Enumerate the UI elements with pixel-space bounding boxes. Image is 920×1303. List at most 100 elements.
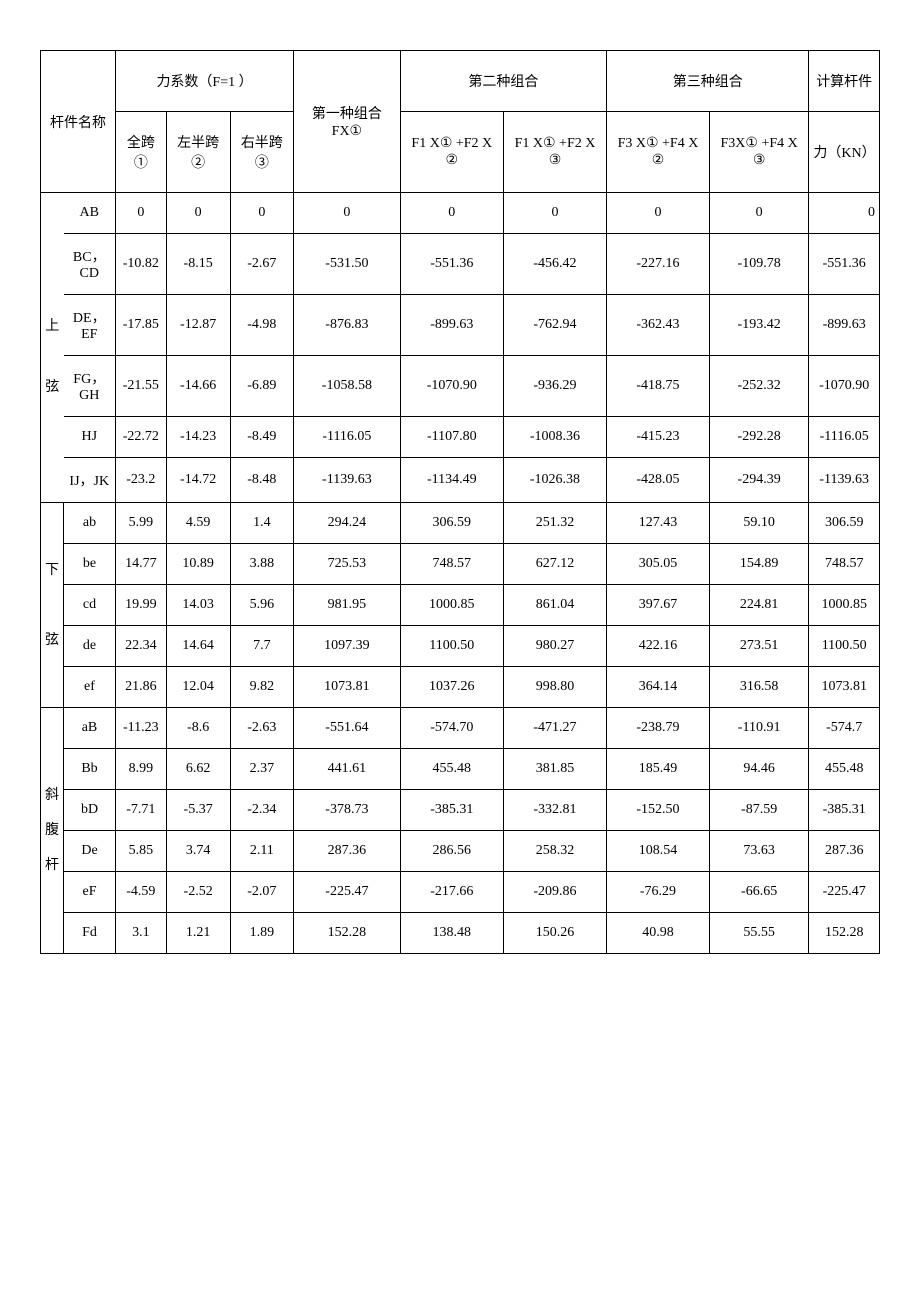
diag-label-text: 斜腹杆 [45,788,59,873]
cell: 998.80 [503,667,606,708]
table-row: AB 0 0 0 0 0 0 0 0 0 [41,193,880,234]
cell: 6.62 [166,749,230,790]
cell: -294.39 [709,458,809,503]
cell: 0 [709,193,809,234]
row-name: be [64,544,116,585]
cell: 4.59 [166,503,230,544]
cell: -4.98 [230,295,294,356]
cell: 306.59 [400,503,503,544]
cell: 287.36 [294,831,401,872]
right-half-header: 右半跨③ [230,112,294,193]
cell: -418.75 [607,356,710,417]
cell: 5.85 [116,831,167,872]
cell: 316.58 [709,667,809,708]
group-label-chord: 弦 [41,356,64,417]
cell: 59.10 [709,503,809,544]
cell: -238.79 [607,708,710,749]
cell: 0 [166,193,230,234]
cell: -227.16 [607,234,710,295]
cell: -109.78 [709,234,809,295]
cell: 981.95 [294,585,401,626]
cell: 3.88 [230,544,294,585]
cell: 19.99 [116,585,167,626]
cell: 294.24 [294,503,401,544]
table-row: 上 DE，EF -17.85 -12.87 -4.98 -876.83 -899… [41,295,880,356]
force-table: 杆件名称 力系数（F=1 ） 第一种组合FX① 第二种组合 第三种组合 计算杆件… [40,50,880,954]
cell: 381.85 [503,749,606,790]
cell: 185.49 [607,749,710,790]
cell: -4.59 [116,872,167,913]
cell: 306.59 [809,503,880,544]
cell: 108.54 [607,831,710,872]
cell: -332.81 [503,790,606,831]
cell: -8.49 [230,417,294,458]
cell: 861.04 [503,585,606,626]
cell: -362.43 [607,295,710,356]
cell: 224.81 [709,585,809,626]
cell: 1100.50 [400,626,503,667]
cell: 1.21 [166,913,230,954]
cell: 0 [809,193,880,234]
cell: 12.04 [166,667,230,708]
group-label-diag: 斜腹杆 [41,708,64,954]
third-combo-header: 第三种组合 [607,51,809,112]
cell: -385.31 [809,790,880,831]
table-row: cd 19.99 14.03 5.96 981.95 1000.85 861.0… [41,585,880,626]
cell: -22.72 [116,417,167,458]
cell: 397.67 [607,585,710,626]
cell: -762.94 [503,295,606,356]
cell: -110.91 [709,708,809,749]
table-row: bD -7.71 -5.37 -2.34 -378.73 -385.31 -33… [41,790,880,831]
cell: -14.72 [166,458,230,503]
cell: 2.37 [230,749,294,790]
cell: 150.26 [503,913,606,954]
cell: 1100.50 [809,626,880,667]
row-name: Bb [64,749,116,790]
cell: -12.87 [166,295,230,356]
cell: 455.48 [809,749,880,790]
cell: -876.83 [294,295,401,356]
row-name: de [64,626,116,667]
cell: -2.63 [230,708,294,749]
cell: -1107.80 [400,417,503,458]
row-name: cd [64,585,116,626]
row-name: IJ，JK [64,458,116,503]
cell: -5.37 [166,790,230,831]
f1x1-f2x3-header: F1 X① +F2 X ③ [503,112,606,193]
cell: -17.85 [116,295,167,356]
cell: -11.23 [116,708,167,749]
cell: -152.50 [607,790,710,831]
f3x1-f4x3-header: F3X① +F4 X ③ [709,112,809,193]
cell: 258.32 [503,831,606,872]
cell: 1037.26 [400,667,503,708]
cell: 1000.85 [809,585,880,626]
row-name: ef [64,667,116,708]
cell: -2.34 [230,790,294,831]
cell: 251.32 [503,503,606,544]
cell: 1000.85 [400,585,503,626]
cell: 273.51 [709,626,809,667]
cell: -1070.90 [400,356,503,417]
group-label-upper: 上 [41,295,64,356]
cell: -252.32 [709,356,809,417]
cell: -66.65 [709,872,809,913]
row-name: AB [64,193,116,234]
table-row: de 22.34 14.64 7.7 1097.39 1100.50 980.2… [41,626,880,667]
cell: -23.2 [116,458,167,503]
cell: 0 [503,193,606,234]
cell: 152.28 [294,913,401,954]
cell: -76.29 [607,872,710,913]
table-row: 弦 FG，GH -21.55 -14.66 -6.89 -1058.58 -10… [41,356,880,417]
table-row: IJ，JK -23.2 -14.72 -8.48 -1139.63 -1134.… [41,458,880,503]
cell: -1139.63 [809,458,880,503]
cell: 441.61 [294,749,401,790]
cell: -1058.58 [294,356,401,417]
table-row: BC，CD -10.82 -8.15 -2.67 -531.50 -551.36… [41,234,880,295]
cell: -899.63 [809,295,880,356]
cell: -193.42 [709,295,809,356]
header-row-1: 杆件名称 力系数（F=1 ） 第一种组合FX① 第二种组合 第三种组合 计算杆件 [41,51,880,112]
cell: 0 [116,193,167,234]
cell: 21.86 [116,667,167,708]
table-row: 斜腹杆 aB -11.23 -8.6 -2.63 -551.64 -574.70… [41,708,880,749]
cell: 14.03 [166,585,230,626]
